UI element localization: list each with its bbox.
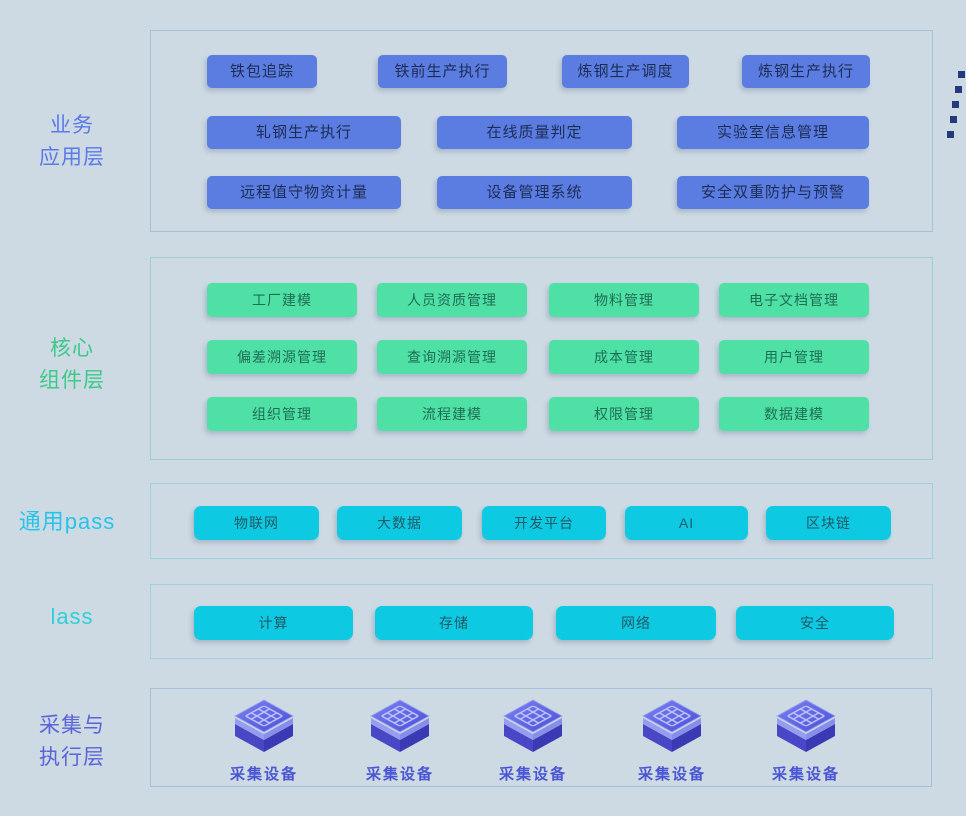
paas-layer-panel: [150, 483, 933, 559]
business-layer-label: 业务 应用层: [17, 110, 127, 173]
collect-layer-label-line1: 采集与: [39, 714, 105, 737]
business-layer-panel: [150, 30, 933, 232]
core-layer-label-line2: 组件层: [39, 368, 105, 392]
business-button-ladle-tracking[interactable]: 铁包追踪: [207, 55, 317, 88]
corner-dot: [950, 116, 957, 123]
business-button-ironmaking-exec[interactable]: 铁前生产执行: [378, 55, 507, 88]
device-label: 采集设备: [498, 766, 567, 783]
business-button-steel-scheduling[interactable]: 炼钢生产调度: [562, 55, 689, 88]
device-cube-icon: [641, 699, 703, 752]
corner-dot: [955, 86, 962, 93]
core-button-data-modeling[interactable]: 数据建模: [719, 397, 869, 431]
core-button-user-mgmt[interactable]: 用户管理: [719, 340, 869, 374]
business-button-quality-judgement[interactable]: 在线质量判定: [437, 116, 632, 149]
iaas-button-storage[interactable]: 存储: [375, 606, 533, 640]
paas-button-devplatform[interactable]: 开发平台: [482, 506, 606, 540]
paas-button-iot[interactable]: 物联网: [194, 506, 319, 540]
iaas-button-network[interactable]: 网络: [556, 606, 716, 640]
device-label: 采集设备: [771, 766, 840, 783]
core-layer-label-line1: 核心: [50, 337, 94, 360]
collect-device-4: 采集设备: [632, 698, 712, 784]
collect-device-2: 采集设备: [360, 698, 440, 784]
paas-button-ai[interactable]: AI: [625, 506, 748, 540]
core-layer-panel: [150, 257, 933, 460]
iaas-button-security[interactable]: 安全: [736, 606, 894, 640]
iaas-layer-label: lass: [50, 604, 94, 629]
business-button-rolling-exec[interactable]: 轧钢生产执行: [207, 116, 401, 149]
collect-device-5: 采集设备: [766, 698, 846, 784]
core-button-material-mgmt[interactable]: 物料管理: [549, 283, 699, 317]
business-layer-label-line2: 应用层: [39, 145, 105, 169]
business-button-lab-info[interactable]: 实验室信息管理: [677, 116, 869, 149]
core-button-cost-mgmt[interactable]: 成本管理: [549, 340, 699, 374]
business-button-remote-weighing[interactable]: 远程值守物资计量: [207, 176, 401, 209]
collect-layer-label: 采集与 执行层: [17, 710, 127, 773]
paas-layer-label: 通用pass: [18, 509, 116, 534]
device-cube-icon: [775, 699, 837, 752]
device-cube-icon: [369, 699, 431, 752]
corner-dot: [958, 71, 965, 78]
iaas-button-compute[interactable]: 计算: [194, 606, 353, 640]
core-layer-label: 核心 组件层: [17, 333, 127, 396]
core-button-process-modeling[interactable]: 流程建模: [377, 397, 527, 431]
paas-button-blockchain[interactable]: 区块链: [766, 506, 891, 540]
business-layer-label-line1: 业务: [50, 114, 94, 137]
paas-button-bigdata[interactable]: 大数据: [337, 506, 462, 540]
core-button-factory-modeling[interactable]: 工厂建模: [207, 283, 357, 317]
corner-dot: [947, 131, 954, 138]
core-button-deviation-trace[interactable]: 偏差溯源管理: [207, 340, 357, 374]
device-cube-icon: [233, 699, 295, 752]
corner-dot: [952, 101, 959, 108]
device-cube-icon: [502, 699, 564, 752]
collect-device-3: 采集设备: [493, 698, 573, 784]
core-button-permission-mgmt[interactable]: 权限管理: [549, 397, 699, 431]
business-button-safety-warning[interactable]: 安全双重防护与预警: [677, 176, 869, 209]
core-button-personnel-qual[interactable]: 人员资质管理: [377, 283, 527, 317]
business-button-steel-exec[interactable]: 炼钢生产执行: [742, 55, 870, 88]
core-button-edoc-mgmt[interactable]: 电子文档管理: [719, 283, 869, 317]
collect-device-1: 采集设备: [224, 698, 304, 784]
business-button-equipment-mgmt[interactable]: 设备管理系统: [437, 176, 632, 209]
core-button-query-trace[interactable]: 查询溯源管理: [377, 340, 527, 374]
device-label: 采集设备: [229, 766, 298, 783]
device-label: 采集设备: [365, 766, 434, 783]
collect-layer-panel: [150, 688, 932, 787]
iaas-layer-panel: [150, 584, 933, 659]
device-label: 采集设备: [637, 766, 706, 783]
collect-layer-label-line2: 执行层: [39, 745, 105, 769]
core-button-org-mgmt[interactable]: 组织管理: [207, 397, 357, 431]
